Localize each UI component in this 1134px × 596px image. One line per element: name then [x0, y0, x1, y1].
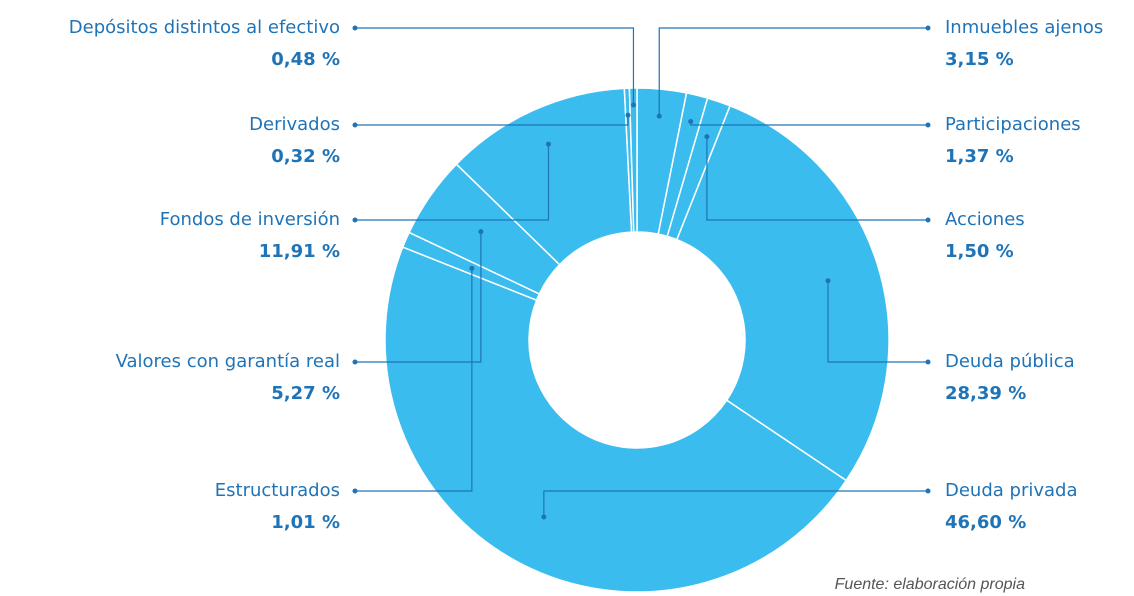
leader-dot [541, 514, 547, 520]
leader-dot [478, 229, 484, 235]
leader-dot [925, 488, 931, 494]
leader-dot [352, 25, 358, 31]
donut [384, 87, 890, 593]
value-label: 0,48 % [271, 49, 340, 70]
value-label: 46,60 % [945, 512, 1026, 533]
value-label: 0,32 % [271, 146, 340, 167]
slice-label: Deuda privada [945, 480, 1078, 501]
leader-line [827, 280, 928, 363]
slice-label: Acciones [945, 209, 1025, 230]
leader-dot [704, 134, 710, 140]
value-label: 1,01 % [271, 512, 340, 533]
leader-dot [352, 122, 358, 128]
value-label: 1,50 % [945, 241, 1014, 262]
leader-dot [656, 113, 662, 119]
slice [455, 87, 633, 266]
leader-dot [352, 217, 358, 223]
slice [675, 104, 890, 482]
leader-line [355, 231, 482, 363]
leader-dot [925, 359, 931, 365]
leader-line [355, 144, 550, 221]
value-label: 1,37 % [945, 146, 1014, 167]
labels: Inmuebles ajenos 3,15 % Participaciones 1,3… [69, 17, 1103, 533]
slice-label: Valores con garantía real [116, 351, 340, 372]
leader-line [706, 136, 928, 221]
slice [628, 87, 638, 233]
source-note: Fuente: elaboración propia [835, 576, 1025, 593]
slice-label: Estructurados [215, 480, 340, 501]
leader-line [658, 27, 928, 117]
value-label: 11,91 % [259, 241, 340, 262]
slice-label: Participaciones [945, 114, 1081, 135]
leaders [352, 25, 931, 520]
leader-dot [688, 119, 694, 125]
slice [384, 246, 848, 593]
leader-dot [545, 141, 551, 147]
leader-dot [925, 25, 931, 31]
slice-label: Derivados [249, 114, 340, 135]
leader-dot [925, 217, 931, 223]
leader-dot [352, 359, 358, 365]
slice-label: Fondos de inversión [160, 209, 340, 230]
leader-dot [825, 278, 831, 284]
leader-dot [925, 122, 931, 128]
leader-line [355, 115, 629, 126]
leader-line [355, 268, 473, 492]
leader-line [355, 27, 635, 106]
value-label: 5,27 % [271, 383, 340, 404]
leader-dot [352, 488, 358, 494]
leader-dot [625, 112, 631, 118]
leader-line [543, 490, 928, 517]
slice-label: Depósitos distintos al efectivo [69, 17, 340, 38]
value-label: 28,39 % [945, 383, 1026, 404]
slice-label: Deuda pública [945, 351, 1075, 372]
leader-dot [469, 265, 475, 271]
leader-dot [630, 102, 636, 108]
slice-label: Inmuebles ajenos [945, 17, 1103, 38]
value-label: 3,15 % [945, 49, 1014, 70]
